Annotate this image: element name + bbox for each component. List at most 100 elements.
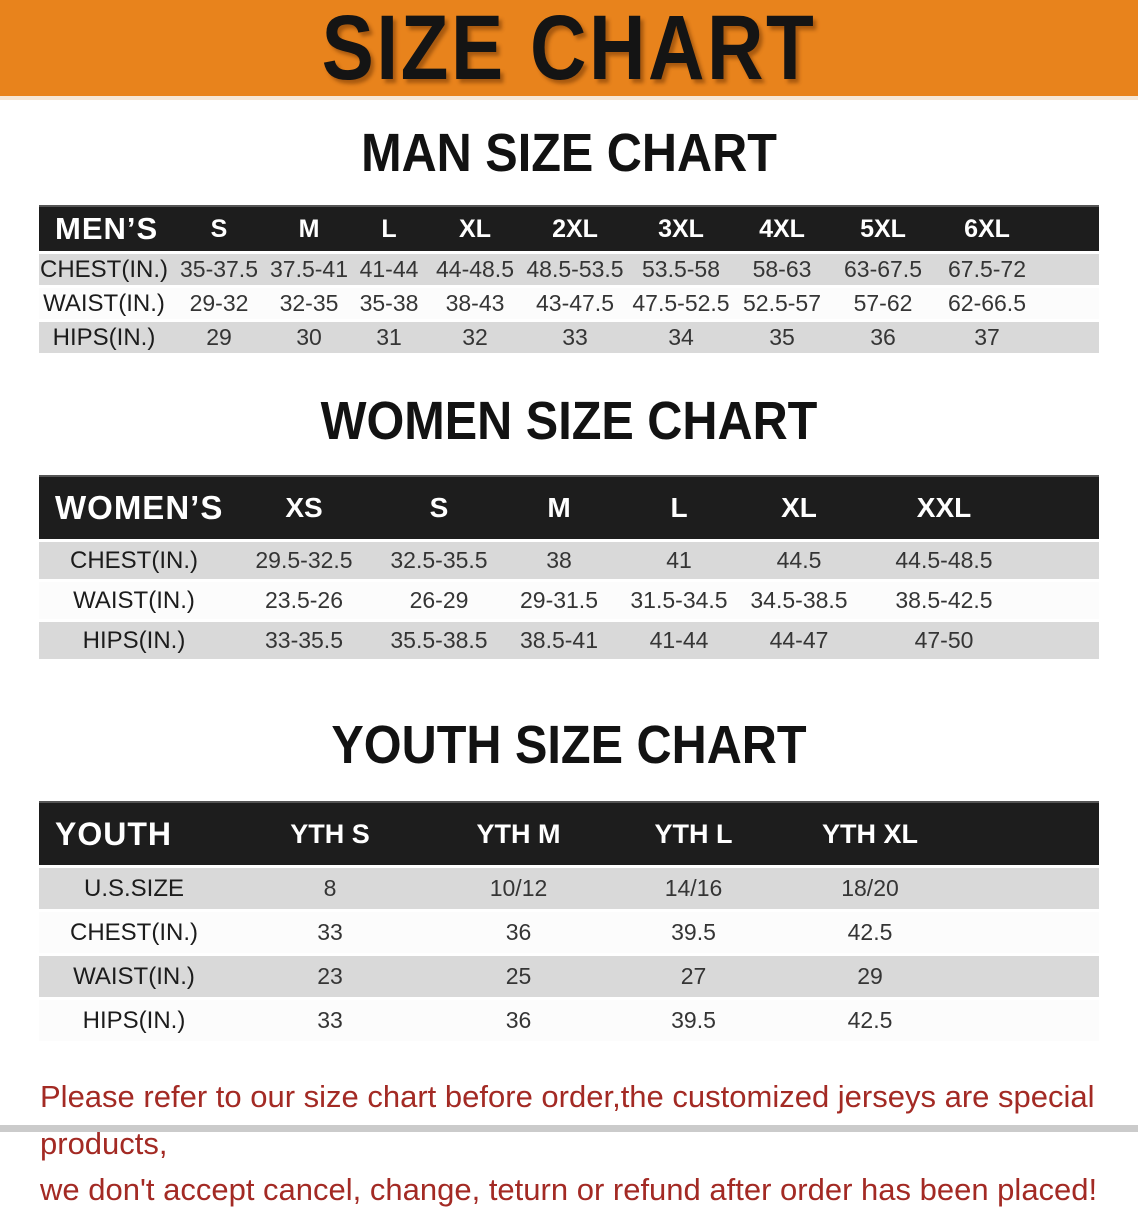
table-row: U.S.SIZE 8 10/12 14/16 18/20 xyxy=(39,868,1099,909)
section-heading: YOUTH SIZE CHART xyxy=(331,715,807,775)
size-value-cell: 41 xyxy=(619,542,739,579)
column-header: YTH M xyxy=(431,801,606,865)
size-value-cell: 38 xyxy=(499,542,619,579)
note-line-2: we don't accept cancel, change, teturn o… xyxy=(40,1172,1098,1207)
spacer-cell xyxy=(959,956,1099,997)
size-value-cell: 14/16 xyxy=(606,868,781,909)
row-label: CHEST(IN.) xyxy=(39,542,229,579)
spacer-cell xyxy=(1029,475,1099,539)
spacer-cell xyxy=(1039,254,1099,285)
table-group-label: MEN’S xyxy=(39,205,169,251)
size-value-cell: 33 xyxy=(229,912,431,953)
table-row: WAIST(IN.) 23 25 27 29 xyxy=(39,956,1099,997)
size-chart-sections: MAN SIZE CHART MEN’S S M L XL 2XL 3XL 4XL 5XL 6XL C… xyxy=(0,126,1138,1044)
column-header: XXL xyxy=(859,475,1029,539)
disclaimer-note: Please refer to our size chart before or… xyxy=(40,1074,1118,1214)
size-value-cell: 35 xyxy=(733,322,831,353)
size-value-cell: 29 xyxy=(169,322,269,353)
column-header: 5XL xyxy=(831,205,935,251)
column-header: XL xyxy=(429,205,521,251)
size-table: MEN’S S M L XL 2XL 3XL 4XL 5XL 6XL CHEST(IN.) 35-37… xyxy=(39,202,1099,356)
spacer-cell xyxy=(959,868,1099,909)
size-value-cell: 33 xyxy=(229,1000,431,1041)
column-header: M xyxy=(269,205,349,251)
row-label: WAIST(IN.) xyxy=(39,582,229,619)
size-value-cell: 47-50 xyxy=(859,622,1029,659)
size-value-cell: 36 xyxy=(431,1000,606,1041)
table-group-label: YOUTH xyxy=(39,801,229,865)
size-value-cell: 25 xyxy=(431,956,606,997)
table-row: HIPS(IN.) 33 36 39.5 42.5 xyxy=(39,1000,1099,1041)
size-value-cell: 38.5-41 xyxy=(499,622,619,659)
spacer-cell xyxy=(1029,582,1099,619)
size-value-cell: 26-29 xyxy=(379,582,499,619)
size-table: YOUTH YTH S YTH M YTH L YTH XL U.S.SIZE 8 10/12… xyxy=(39,798,1099,1044)
size-table: WOMEN’S XS S M L XL XXL CHEST(IN.) 29.5-32.5 32.5… xyxy=(39,472,1099,662)
size-value-cell: 44-48.5 xyxy=(429,254,521,285)
table-row: CHEST(IN.) 29.5-32.5 32.5-35.5 38 41 44.5 44.5… xyxy=(39,542,1099,579)
size-value-cell: 34.5-38.5 xyxy=(739,582,859,619)
size-value-cell: 32.5-35.5 xyxy=(379,542,499,579)
spacer-cell xyxy=(1029,622,1099,659)
size-value-cell: 67.5-72 xyxy=(935,254,1039,285)
row-label: U.S.SIZE xyxy=(39,868,229,909)
size-value-cell: 43-47.5 xyxy=(521,288,629,319)
note-line-1: Please refer to our size chart before or… xyxy=(40,1079,1095,1161)
column-header: XS xyxy=(229,475,379,539)
size-value-cell: 41-44 xyxy=(349,254,429,285)
banner: SIZE CHART xyxy=(0,0,1138,100)
size-value-cell: 44-47 xyxy=(739,622,859,659)
table-row: HIPS(IN.) 29 30 31 32 33 34 35 36 37 xyxy=(39,322,1099,353)
column-header: XL xyxy=(739,475,859,539)
table-row: WAIST(IN.) 23.5-26 26-29 29-31.5 31.5-34.5 34… xyxy=(39,582,1099,619)
size-value-cell: 44.5-48.5 xyxy=(859,542,1029,579)
spacer-cell xyxy=(959,801,1099,865)
size-chart-section: WOMEN SIZE CHART WOMEN’S XS S M L XL XXL CHEST(I… xyxy=(0,394,1138,662)
size-chart-section: YOUTH SIZE CHART YOUTH YTH S YTH M YTH L YTH … xyxy=(0,718,1138,1044)
section-heading: WOMEN SIZE CHART xyxy=(320,391,818,451)
size-value-cell: 29-32 xyxy=(169,288,269,319)
table-header-row: MEN’S S M L XL 2XL 3XL 4XL 5XL 6XL xyxy=(39,205,1099,251)
table-row: CHEST(IN.) 33 36 39.5 42.5 xyxy=(39,912,1099,953)
size-value-cell: 53.5-58 xyxy=(629,254,733,285)
size-value-cell: 32 xyxy=(429,322,521,353)
size-value-cell: 38-43 xyxy=(429,288,521,319)
size-value-cell: 36 xyxy=(431,912,606,953)
page-title: SIZE CHART xyxy=(321,0,817,99)
size-value-cell: 30 xyxy=(269,322,349,353)
spacer-cell xyxy=(1039,205,1099,251)
column-header: YTH L xyxy=(606,801,781,865)
size-value-cell: 41-44 xyxy=(619,622,739,659)
size-value-cell: 31.5-34.5 xyxy=(619,582,739,619)
size-value-cell: 18/20 xyxy=(781,868,959,909)
size-value-cell: 35.5-38.5 xyxy=(379,622,499,659)
size-value-cell: 37 xyxy=(935,322,1039,353)
size-value-cell: 38.5-42.5 xyxy=(859,582,1029,619)
spacer-cell xyxy=(959,912,1099,953)
column-header: S xyxy=(379,475,499,539)
section-heading: MAN SIZE CHART xyxy=(361,123,777,183)
table-row: WAIST(IN.) 29-32 32-35 35-38 38-43 43-47.5 47.… xyxy=(39,288,1099,319)
size-value-cell: 62-66.5 xyxy=(935,288,1039,319)
row-label: HIPS(IN.) xyxy=(39,1000,229,1041)
size-value-cell: 48.5-53.5 xyxy=(521,254,629,285)
size-value-cell: 42.5 xyxy=(781,912,959,953)
size-value-cell: 36 xyxy=(831,322,935,353)
spacer-cell xyxy=(1039,288,1099,319)
size-value-cell: 33 xyxy=(521,322,629,353)
bottom-strip xyxy=(0,1125,1138,1132)
size-value-cell: 44.5 xyxy=(739,542,859,579)
table-group-label: WOMEN’S xyxy=(39,475,229,539)
table-row: CHEST(IN.) 35-37.5 37.5-41 41-44 44-48.5 48.5… xyxy=(39,254,1099,285)
size-value-cell: 23 xyxy=(229,956,431,997)
row-label: CHEST(IN.) xyxy=(39,254,169,285)
spacer-cell xyxy=(959,1000,1099,1041)
size-value-cell: 39.5 xyxy=(606,1000,781,1041)
size-value-cell: 31 xyxy=(349,322,429,353)
size-value-cell: 63-67.5 xyxy=(831,254,935,285)
column-header: S xyxy=(169,205,269,251)
size-value-cell: 39.5 xyxy=(606,912,781,953)
row-label: WAIST(IN.) xyxy=(39,288,169,319)
row-label: CHEST(IN.) xyxy=(39,912,229,953)
table-header-row: YOUTH YTH S YTH M YTH L YTH XL xyxy=(39,801,1099,865)
